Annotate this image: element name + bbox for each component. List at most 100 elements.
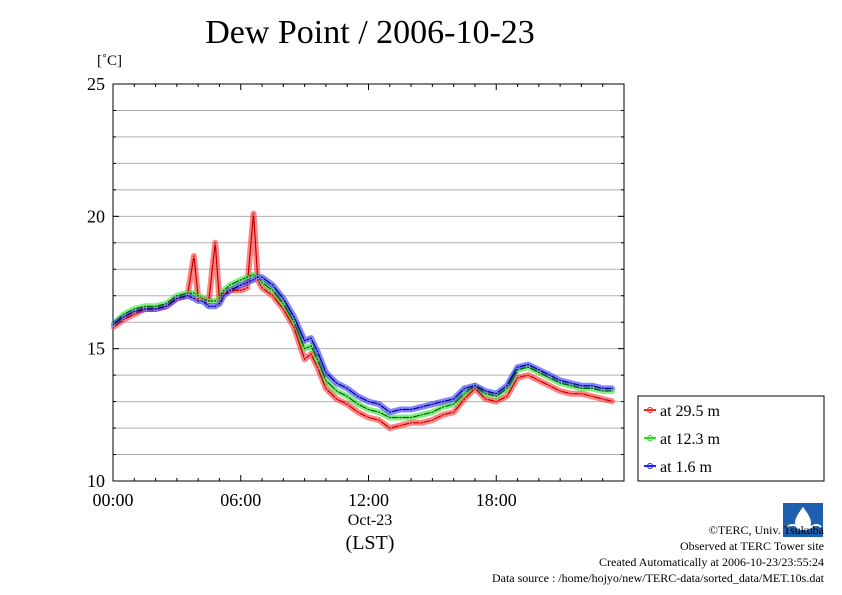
data-point bbox=[366, 415, 371, 420]
data-point bbox=[568, 391, 573, 396]
data-point bbox=[206, 304, 211, 309]
x-tick-label: 00:00 bbox=[92, 490, 133, 510]
data-point bbox=[281, 296, 286, 301]
data-point bbox=[251, 272, 256, 277]
data-point bbox=[217, 301, 222, 306]
data-point bbox=[462, 386, 467, 391]
data-point bbox=[323, 386, 328, 391]
data-point bbox=[121, 314, 126, 319]
data-point bbox=[515, 365, 520, 370]
data-point bbox=[611, 389, 616, 394]
data-point bbox=[409, 407, 414, 412]
footer-site: Observed at TERC Tower site bbox=[679, 539, 824, 553]
data-point bbox=[228, 283, 233, 288]
data-point bbox=[121, 312, 126, 317]
data-point bbox=[334, 389, 339, 394]
data-point bbox=[600, 396, 605, 401]
data-point bbox=[451, 402, 456, 407]
data-point bbox=[217, 296, 222, 301]
chart-title: Dew Point / 2006-10-23 bbox=[205, 14, 535, 51]
legend-marker bbox=[647, 407, 653, 413]
data-point bbox=[260, 285, 265, 290]
data-point bbox=[191, 254, 196, 259]
data-point bbox=[213, 240, 218, 245]
data-point bbox=[345, 402, 350, 407]
data-point bbox=[153, 304, 158, 309]
data-point bbox=[451, 396, 456, 401]
data-point bbox=[153, 306, 158, 311]
data-point bbox=[281, 301, 286, 306]
x-tick-label: 06:00 bbox=[220, 490, 261, 510]
data-point bbox=[174, 296, 179, 301]
data-point bbox=[377, 402, 382, 407]
data-point bbox=[558, 389, 563, 394]
data-point bbox=[419, 404, 424, 409]
data-point bbox=[323, 370, 328, 375]
data-point bbox=[221, 293, 226, 298]
data-point bbox=[494, 394, 499, 399]
data-point bbox=[462, 391, 467, 396]
legend-label: at 12.3 m bbox=[660, 431, 721, 448]
data-point bbox=[238, 277, 243, 282]
data-point bbox=[430, 410, 435, 415]
data-point bbox=[547, 383, 552, 388]
x-tick-label: 18:00 bbox=[476, 490, 517, 510]
data-point bbox=[590, 383, 595, 388]
legend-marker bbox=[647, 435, 653, 441]
x-date-label: Oct-23 bbox=[347, 512, 393, 529]
data-point bbox=[142, 304, 147, 309]
data-point bbox=[302, 346, 307, 351]
data-point bbox=[483, 389, 488, 394]
footer-copyright: ©TERC, Univ. Tsukuba bbox=[708, 523, 824, 537]
footer-created: Created Automatically at 2006-10-23/23:5… bbox=[599, 555, 824, 569]
data-point bbox=[398, 415, 403, 420]
data-point bbox=[132, 312, 137, 317]
data-point bbox=[366, 407, 371, 412]
data-point bbox=[132, 306, 137, 311]
data-point bbox=[251, 277, 256, 282]
data-point bbox=[462, 396, 467, 401]
data-point bbox=[472, 386, 477, 391]
data-point bbox=[238, 288, 243, 293]
data-point bbox=[451, 410, 456, 415]
data-point bbox=[536, 367, 541, 372]
legend-label: at 1.6 m bbox=[660, 459, 713, 476]
data-point bbox=[213, 299, 218, 304]
data-point bbox=[260, 275, 265, 280]
data-point bbox=[483, 391, 488, 396]
data-point bbox=[164, 301, 169, 306]
data-point bbox=[483, 396, 488, 401]
data-point bbox=[196, 296, 201, 301]
data-point bbox=[111, 322, 116, 327]
data-point bbox=[504, 383, 509, 388]
series-line-0 bbox=[112, 213, 614, 429]
data-point bbox=[430, 402, 435, 407]
data-point bbox=[111, 325, 116, 330]
data-point bbox=[142, 306, 147, 311]
data-point bbox=[430, 418, 435, 423]
data-point bbox=[526, 362, 531, 367]
data-point bbox=[441, 404, 446, 409]
data-point bbox=[334, 381, 339, 386]
data-point bbox=[270, 288, 275, 293]
x-tick-label: 12:00 bbox=[348, 490, 389, 510]
data-point bbox=[536, 378, 541, 383]
legend-marker bbox=[647, 463, 653, 469]
data-point bbox=[345, 386, 350, 391]
data-point bbox=[611, 386, 616, 391]
series-line-1 bbox=[112, 274, 614, 419]
data-point bbox=[611, 399, 616, 404]
data-point bbox=[377, 410, 382, 415]
data-point bbox=[387, 426, 392, 431]
data-point bbox=[281, 306, 286, 311]
y-tick-label: 15 bbox=[87, 339, 105, 359]
footer-source: Data source : /home/hojyo/new/TERC-data/… bbox=[491, 571, 824, 585]
data-point bbox=[600, 386, 605, 391]
data-point bbox=[302, 357, 307, 362]
data-point bbox=[238, 283, 243, 288]
data-point bbox=[409, 415, 414, 420]
data-point bbox=[590, 394, 595, 399]
data-point bbox=[121, 317, 126, 322]
data-point bbox=[245, 285, 250, 290]
data-point bbox=[315, 349, 320, 354]
